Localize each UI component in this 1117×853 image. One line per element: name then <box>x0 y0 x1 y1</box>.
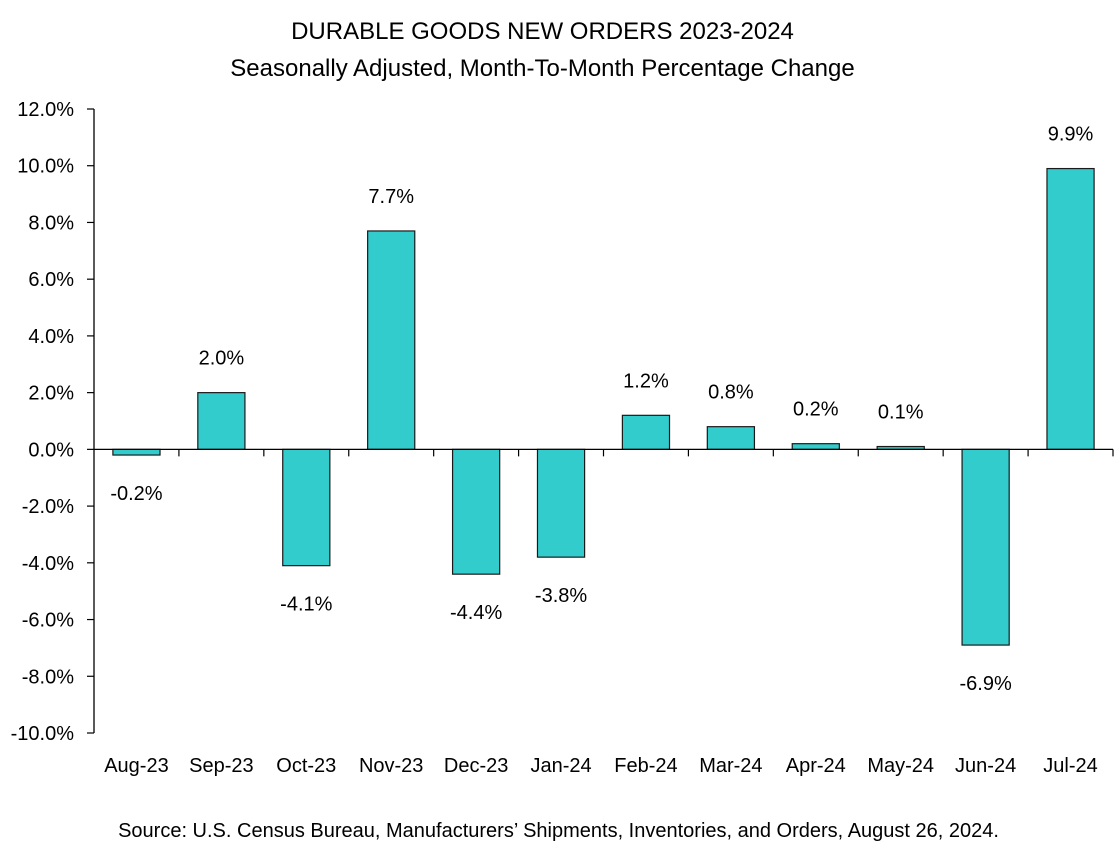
bar-aug-23 <box>112 448 161 456</box>
bar-sep-23 <box>197 392 246 450</box>
bar-oct-23 <box>282 448 331 567</box>
y-tick-label: -6.0% <box>22 610 74 632</box>
source-note: Source: U.S. Census Bureau, Manufacturer… <box>118 820 999 842</box>
y-tick-label: -8.0% <box>22 666 74 688</box>
y-tick-label: -2.0% <box>22 496 74 518</box>
y-tick-label: -4.0% <box>22 553 74 575</box>
y-tick-label: 6.0% <box>28 269 74 291</box>
bar-feb-24 <box>621 414 671 450</box>
x-tick-label: Dec-23 <box>444 755 508 777</box>
data-label: 9.9% <box>1048 124 1094 146</box>
x-tick-label: May-24 <box>867 755 934 777</box>
y-tick-label: 8.0% <box>28 212 74 234</box>
data-label: -0.2% <box>110 483 162 505</box>
x-tick-label: Jun-24 <box>955 755 1016 777</box>
y-tick-label: 10.0% <box>17 156 74 178</box>
y-tick-label: 2.0% <box>28 383 74 405</box>
data-labels: -0.2% 2.0% -4.1% 7.7% -4.4% -3.8% 1.2% 0.8% 0.2%… <box>110 124 1093 696</box>
bar-mar-24 <box>706 426 756 450</box>
x-tick-label: Jul-24 <box>1043 755 1097 777</box>
data-label: 0.1% <box>878 402 924 424</box>
bar-jan-24 <box>536 448 586 558</box>
data-label: 2.0% <box>199 348 245 370</box>
bar-dec-23 <box>451 448 501 575</box>
x-tick-label: Nov-23 <box>359 755 423 777</box>
data-label: 1.2% <box>623 370 669 392</box>
y-tick-label: -10.0% <box>11 723 75 745</box>
bars <box>112 167 1095 646</box>
y-axis: 12.0% 10.0% 8.0% 6.0% 4.0% 2.0% 0.0% -2.0% -4.0%… <box>11 99 95 745</box>
x-tick-label: Jan-24 <box>530 755 591 777</box>
bar-nov-23 <box>367 230 416 450</box>
x-tick-label: Oct-23 <box>276 755 336 777</box>
data-label: 0.8% <box>708 382 754 404</box>
x-tick-label: Sep-23 <box>189 755 254 777</box>
x-tick-label: Aug-23 <box>104 755 169 777</box>
bar-jul-24 <box>1046 167 1095 450</box>
bar-jun-24 <box>961 448 1010 646</box>
bar-apr-24 <box>791 443 840 450</box>
data-label: -3.8% <box>535 585 587 607</box>
x-tick-label: Apr-24 <box>786 755 846 777</box>
x-axis: Aug-23 Sep-23 Oct-23 Nov-23 Dec-23 Jan-24 Feb-… <box>94 448 1114 777</box>
data-label: -4.1% <box>280 594 332 616</box>
chart-title: DURABLE GOODS NEW ORDERS 2023-2024 <box>291 18 794 45</box>
data-label: -6.9% <box>960 673 1012 695</box>
y-tick-label: 0.0% <box>28 439 74 461</box>
y-tick-label: 4.0% <box>28 326 74 348</box>
chart-subtitle: Seasonally Adjusted, Month-To-Month Perc… <box>230 55 855 82</box>
x-tick-label: Mar-24 <box>699 755 762 777</box>
data-label: 7.7% <box>368 186 414 208</box>
y-tick-label: 12.0% <box>17 99 74 121</box>
data-label: -4.4% <box>450 602 502 624</box>
x-tick-label: Feb-24 <box>614 755 677 777</box>
data-label: 0.2% <box>793 399 839 421</box>
